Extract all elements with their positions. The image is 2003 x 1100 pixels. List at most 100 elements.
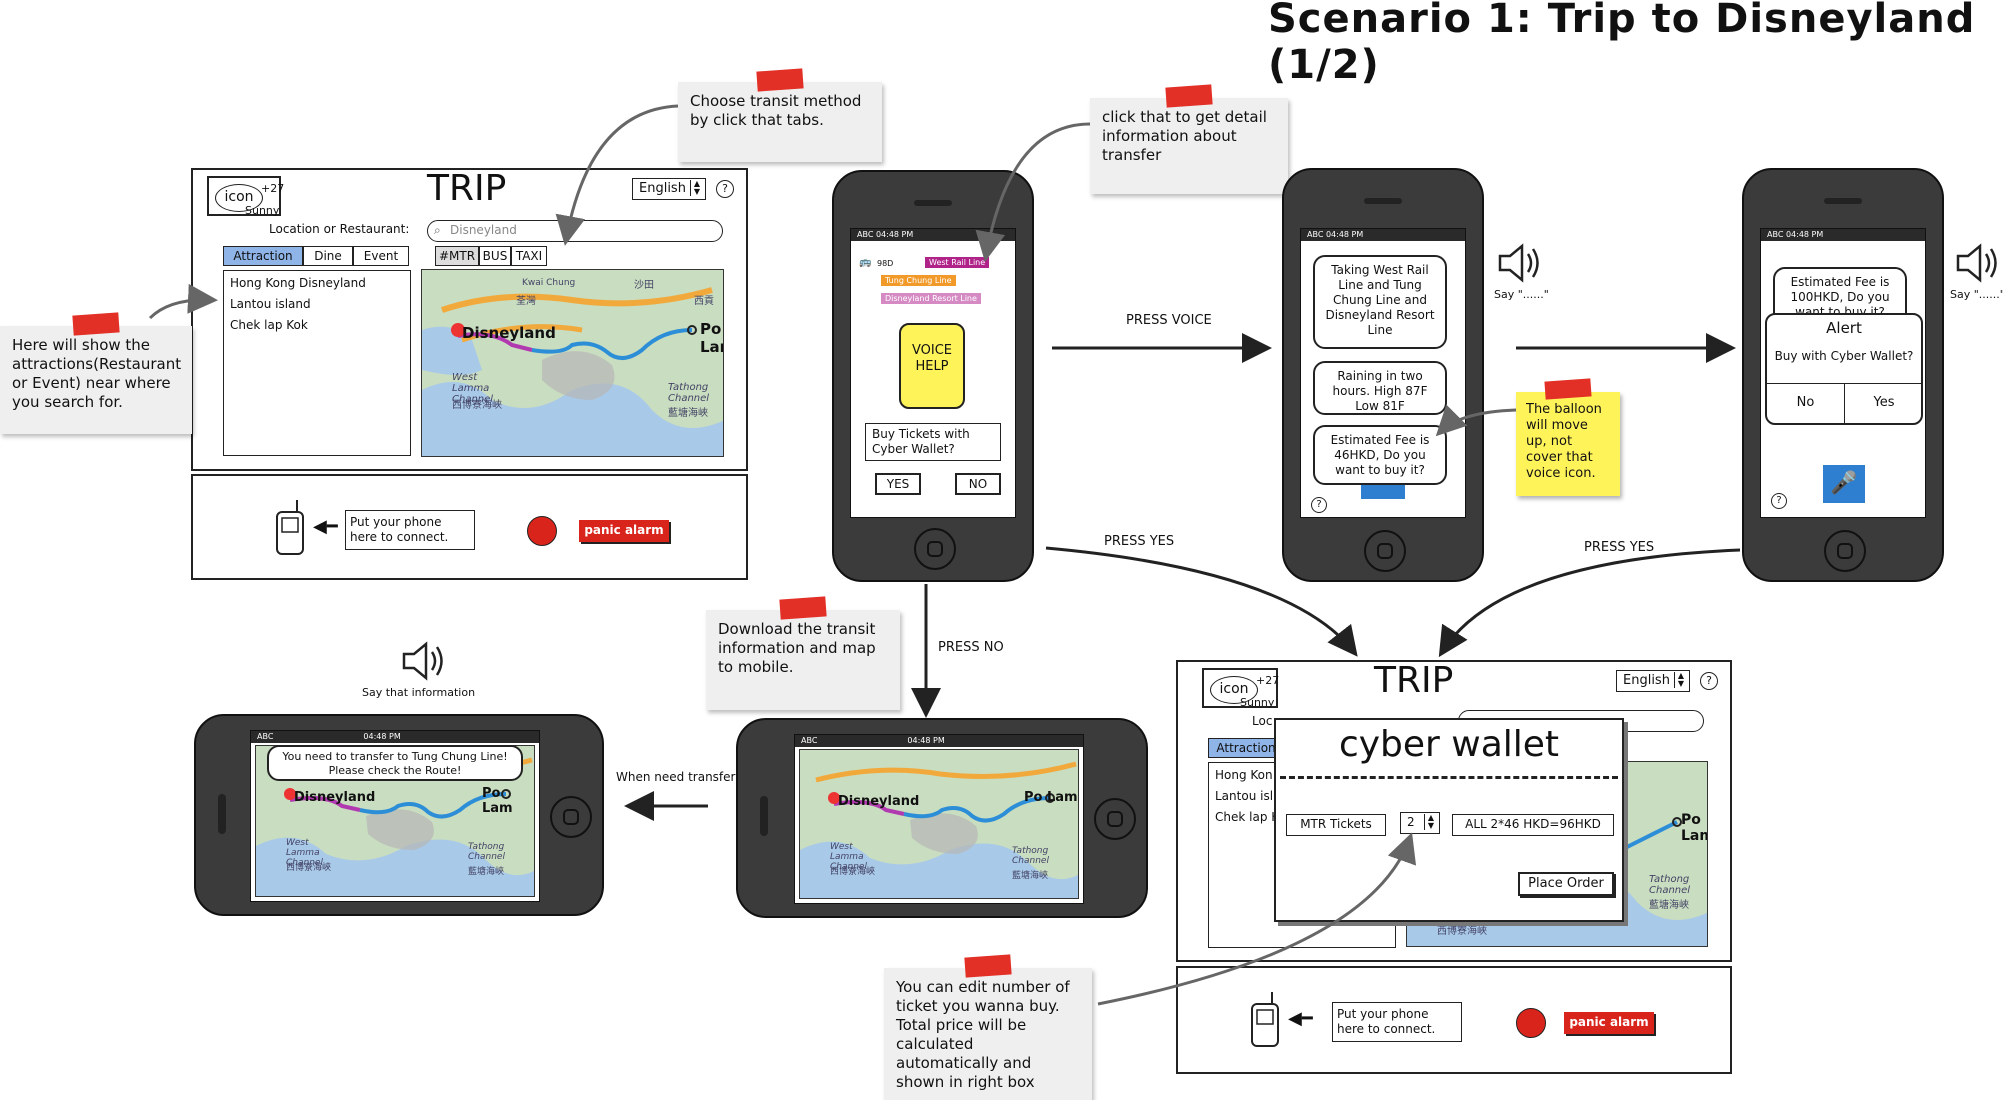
phone-landscape-mid-screen: ABC 04:48 PM Disneyland Po Lam West Lamma… — [794, 734, 1084, 904]
home-button[interactable] — [1364, 530, 1406, 572]
no-button[interactable]: NO — [955, 473, 1001, 495]
flow-press-voice: PRESS VOICE — [1126, 313, 1212, 328]
mic-button[interactable] — [1361, 485, 1405, 499]
note-balloon-move: The balloon will move up, not cover that… — [1516, 378, 1620, 496]
map-label-west-lamma: West Lamma Channel — [286, 838, 323, 868]
weather-text: Sunny — [245, 204, 280, 217]
tab-attraction[interactable]: Attraction — [1208, 738, 1284, 758]
phone-2: ABC 04:48 PM Taking West Rail Line and T… — [1282, 168, 1484, 582]
say-label: Say "......" — [1494, 288, 1549, 301]
alert-no-button[interactable]: No — [1796, 395, 1815, 410]
phone-landscape-left-screen: ABC 04:48 PM Disneyland Po Lam West Lamma… — [250, 730, 540, 902]
status-bar: ABC 04:48 PM — [1761, 229, 1925, 241]
map-label-kwai-chung: Kwai Chung — [522, 278, 576, 288]
map-label-west-lamma-cn: 西博寮海峽 — [286, 863, 332, 873]
help-icon[interactable]: ? — [716, 180, 734, 198]
mic-icon[interactable]: 🎤 — [1823, 465, 1865, 503]
speaker-icon — [402, 641, 443, 681]
weather-widget: icon +27 Sunny — [207, 176, 284, 217]
alert-title: Alert — [1826, 319, 1862, 337]
line-west-rail[interactable]: West Rail Line — [925, 257, 990, 268]
list-item[interactable]: Hong Kon — [1215, 768, 1273, 782]
home-button[interactable] — [1824, 530, 1866, 572]
language-select[interactable]: English ▲ ▼ — [1616, 670, 1690, 692]
line-disneyland-resort[interactable]: Disneyland Resort Line — [881, 293, 981, 304]
phone-landscape-left: ABC 04:48 PM Disneyland Po Lam West Lamma… — [194, 714, 604, 916]
list-item[interactable]: Hong Kong Disneyland — [230, 276, 366, 290]
arrow-left-icon: ◀━ — [1288, 1008, 1313, 1029]
location-label: Location or Restaurant: — [269, 222, 410, 236]
list-item[interactable]: Lantou island — [230, 297, 311, 311]
list-item[interactable]: Lantou isl — [1215, 789, 1274, 803]
mobile-phone-icon — [1251, 992, 1279, 1047]
phone-2-screen: ABC 04:48 PM Taking West Rail Line and T… — [1300, 228, 1466, 518]
app-icon[interactable]: icon — [1210, 676, 1258, 704]
list-item[interactable]: Chek lap K — [1215, 810, 1280, 824]
panic-indicator — [527, 516, 557, 546]
home-button[interactable] — [914, 528, 956, 570]
yes-button[interactable]: YES — [875, 473, 921, 495]
help-icon[interactable]: ? — [1311, 497, 1327, 513]
bus-icon: 🚌 — [859, 257, 872, 268]
tab-taxi[interactable]: TAXI — [511, 246, 547, 266]
note-click-detail: click that to get detail information abo… — [1090, 84, 1288, 194]
search-value: Disneyland — [450, 223, 517, 237]
map-label-tathong: Tathong Channel — [668, 382, 710, 404]
list-item[interactable]: Chek lap Kok — [230, 318, 308, 332]
voice-help-button[interactable]: VOICE HELP — [899, 323, 965, 409]
cyber-wallet-title: cyber wallet — [1338, 724, 1560, 765]
tab-event[interactable]: Event — [353, 246, 409, 266]
trip-app-window: icon +27 Sunny TRIP English ▲ ▼ ? Locatio… — [191, 168, 748, 471]
quantity-stepper[interactable]: 2 ▲ ▼ — [1400, 812, 1440, 834]
mobile-phone-icon — [276, 500, 304, 555]
phone-speaker — [1364, 198, 1402, 204]
map-label-sai-kung: 西貢 — [694, 296, 714, 307]
speech-bubble-fee: Estimated Fee is 46HKD, Do you want to b… — [1313, 425, 1447, 485]
map-label-tathong: Tathong Channel — [1649, 874, 1691, 896]
phone-3-screen: ABC 04:48 PM Estimated Fee is 100HKD, Do… — [1760, 228, 1926, 518]
buy-tickets-prompt: Buy Tickets with Cyber Wallet? — [865, 423, 1001, 461]
alert-yes-button[interactable]: Yes — [1873, 395, 1895, 410]
weather-text: Sunny — [1240, 696, 1275, 709]
arrow-press-yes-2 — [1438, 548, 1741, 658]
arrow-press-yes-1 — [1045, 546, 1358, 657]
help-icon[interactable]: ? — [1771, 493, 1787, 509]
attraction-list: Hong Kong Disneyland Lantou island Chek … — [223, 270, 411, 456]
help-icon[interactable]: ? — [1700, 672, 1718, 690]
map-label-po-lam: Po Lam — [1681, 812, 1707, 844]
place-order-button[interactable]: Place Order — [1518, 872, 1614, 896]
quantity-value: 2 — [1407, 815, 1415, 829]
status-bar: ABC 04:48 PM — [795, 735, 1083, 747]
map-label-po-lam: Po Lam — [700, 320, 723, 356]
tab-attraction[interactable]: Attraction — [223, 246, 303, 266]
say-info-label: Say that information — [362, 686, 476, 699]
trip-app-bottom-panel-2: ◀━ Put your phone here to connect. panic… — [1176, 966, 1732, 1074]
phone-speaker — [914, 200, 952, 206]
route-map[interactable]: Disneyland Po Lam West Lamma Channel 西博寮… — [421, 269, 724, 457]
phone-1: ABC 04:48 PM 🚌 98D West Rail Line Tung C… — [832, 170, 1034, 582]
phone-speaker — [760, 796, 768, 836]
tab-mtr[interactable]: #MTR — [435, 246, 479, 266]
app-icon[interactable]: icon — [215, 184, 263, 212]
alert-dialog: Alert Buy with Cyber Wallet? No Yes — [1765, 313, 1923, 425]
map-label-po-lam: Po Lam — [1024, 790, 1078, 805]
language-select[interactable]: English ▲ ▼ — [632, 178, 706, 200]
phone-1-screen: ABC 04:48 PM 🚌 98D West Rail Line Tung C… — [850, 228, 1016, 518]
phone-speaker — [218, 794, 226, 834]
map-label-west-lamma-cn: 西博寮海峽 — [1437, 926, 1487, 937]
panic-alarm-button[interactable]: panic alarm — [1564, 1012, 1654, 1034]
search-icon: ⌕ — [434, 223, 441, 237]
arrow-note-balloon — [1435, 404, 1517, 437]
phone-3: ABC 04:48 PM Estimated Fee is 100HKD, Do… — [1742, 168, 1944, 582]
home-button[interactable] — [1094, 798, 1136, 840]
map-label-tathong: Tathong Channel — [468, 842, 505, 862]
tab-dine[interactable]: Dine — [303, 246, 353, 266]
tab-bus[interactable]: BUS — [479, 246, 511, 266]
route-map[interactable]: Disneyland Po Lam West Lamma Channel 西博寮… — [799, 749, 1079, 899]
home-button[interactable] — [550, 796, 592, 838]
note-download-transit: Download the transit information and map… — [706, 596, 900, 710]
map-label-west-lamma-cn: 西博寮海峽 — [830, 867, 876, 877]
map-graphic — [422, 270, 723, 456]
line-tung-chung[interactable]: Tung Chung Line — [881, 275, 956, 286]
panic-alarm-button[interactable]: panic alarm — [579, 520, 669, 542]
